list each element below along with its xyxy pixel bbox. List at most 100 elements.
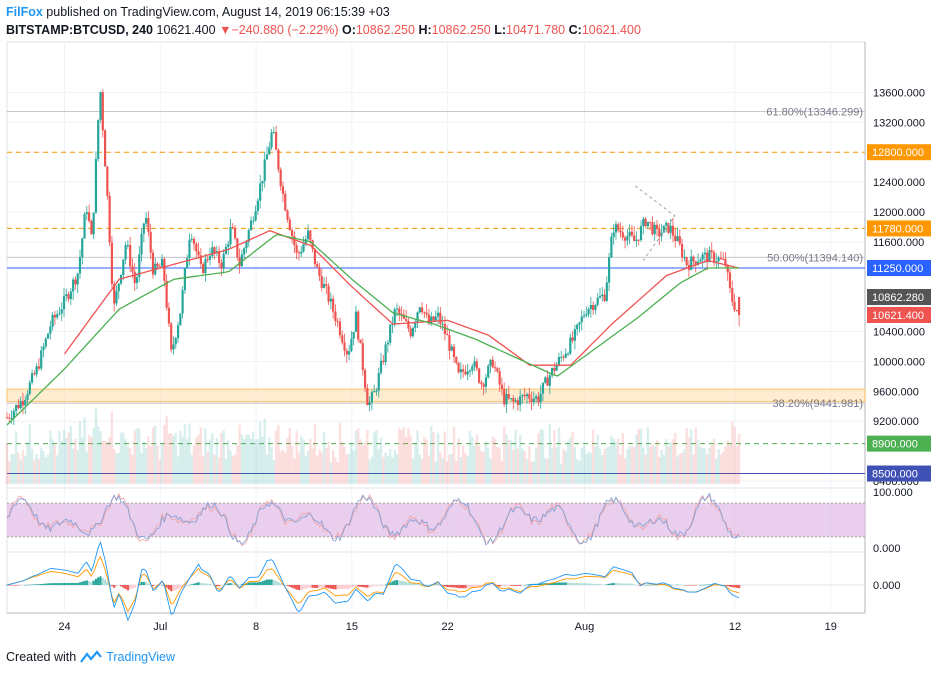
volume-bar [179, 430, 182, 484]
volume-bar [208, 439, 212, 484]
macd-histogram-bar [644, 584, 647, 586]
volume-bar [452, 426, 456, 484]
moving-average-slow [6, 233, 740, 426]
volume-bar [509, 440, 513, 484]
candle-body [81, 238, 84, 258]
candle-body [5, 417, 9, 419]
candle-body [370, 392, 374, 403]
candle-body [614, 224, 618, 233]
candle-body [626, 236, 629, 241]
candle-body [329, 298, 332, 302]
volume-bar [703, 448, 707, 484]
macd-histogram-bar [694, 585, 697, 586]
candle-body [587, 309, 590, 315]
candle-body [28, 382, 31, 395]
volume-bar [516, 448, 520, 484]
candle-body [699, 259, 702, 262]
volume-bar [653, 446, 656, 484]
macd-histogram-bar [325, 585, 328, 588]
macd-histogram-bar [49, 583, 52, 585]
volume-bar [594, 446, 597, 484]
macd-histogram-bar [129, 585, 132, 590]
price-tag-label: 12800.000 [872, 147, 924, 159]
macd-histogram-bar [550, 582, 554, 585]
candle-body [592, 305, 595, 311]
macd-histogram-bar [345, 585, 348, 589]
macd-histogram-bar [67, 582, 70, 585]
candle-body [503, 389, 506, 405]
candle-body [576, 324, 579, 330]
candle-body [46, 333, 50, 339]
macd-histogram-bar [587, 583, 590, 585]
candle-body [553, 367, 556, 371]
candle-body [605, 282, 608, 301]
volume-bar [548, 423, 552, 484]
stoch-rsi-line [6, 492, 740, 546]
candle-body [33, 373, 36, 375]
volume-bar [163, 425, 166, 484]
macd-histogram-bar [566, 582, 570, 585]
volume-bar [112, 449, 116, 484]
volume-bar [190, 454, 193, 484]
macd-histogram-bar [637, 585, 640, 586]
candle-body [505, 394, 508, 405]
close-label: C: [568, 23, 582, 37]
volume-bar [648, 446, 652, 484]
volume-bar [290, 445, 294, 484]
candle-body [245, 241, 248, 249]
candle-body [363, 370, 367, 389]
macd-histogram-bar [630, 583, 634, 585]
macd-histogram-bar [409, 582, 412, 585]
candle-body [423, 312, 426, 314]
tradingview-brand-link[interactable]: TradingView [106, 650, 175, 664]
symbol-label[interactable]: BITSTAMP:BTCUSD, 240 [6, 23, 154, 37]
macd-histogram-bar [687, 585, 691, 586]
macd-histogram-bar [605, 584, 608, 585]
macd-histogram-bar [240, 584, 244, 585]
volume-bar [489, 458, 492, 484]
volume-bar [445, 461, 449, 484]
author-name[interactable]: FilFox [6, 5, 43, 19]
macd-histogram-bar [176, 585, 180, 589]
last-price: 10621.400 [156, 23, 216, 37]
candle-body [724, 259, 727, 266]
volume-bar [181, 437, 184, 484]
price-tick-label: 10400.000 [873, 327, 925, 339]
candle-body [252, 220, 255, 222]
macd-histogram-bar [115, 585, 118, 587]
volume-bar [564, 451, 567, 484]
volume-bar [242, 439, 246, 484]
macd-histogram-bar [341, 585, 344, 590]
macd-histogram-bar [391, 581, 394, 585]
candle-body [304, 239, 307, 245]
macd-histogram-bar [65, 582, 68, 585]
macd-histogram-bar [594, 583, 597, 585]
volume-bar [560, 463, 563, 484]
candle-body [555, 364, 558, 371]
candle-body [188, 239, 191, 259]
price-tag [867, 435, 931, 452]
macd-histogram-bar [617, 583, 620, 585]
candle-body [208, 256, 212, 260]
support-zone [6, 388, 866, 403]
candle-body [525, 394, 529, 397]
macd-histogram-bar [373, 585, 376, 587]
macd-histogram-bar [674, 584, 677, 586]
macd-histogram-bar [363, 585, 367, 588]
macd-histogram-bar [199, 583, 202, 585]
macd-histogram-bar [329, 585, 332, 589]
candle-body [405, 318, 408, 321]
volume-bar [651, 444, 654, 484]
macd-histogram-bar [738, 585, 741, 589]
volume-bar [58, 430, 61, 484]
candle-body [288, 219, 291, 231]
macd-histogram-bar [8, 585, 11, 586]
candle-body [44, 338, 47, 347]
macd-histogram-bar [254, 582, 257, 585]
volume-bar [103, 440, 107, 484]
candle-body [535, 396, 538, 399]
volume-bar [678, 454, 682, 484]
macd-histogram-bar [521, 585, 524, 586]
volume-bar [286, 437, 289, 484]
